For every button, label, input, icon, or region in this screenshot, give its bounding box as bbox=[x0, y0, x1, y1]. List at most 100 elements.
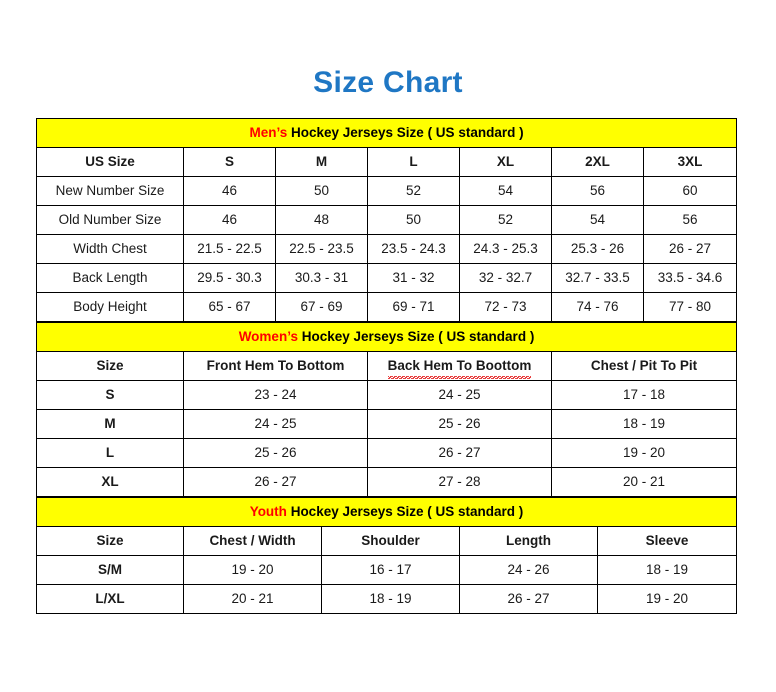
row-label: L bbox=[36, 438, 184, 468]
page-title: Size Chart bbox=[313, 66, 463, 99]
table-cell: 26 - 27 bbox=[459, 584, 598, 614]
table-cell: 60 bbox=[642, 176, 738, 206]
mens-column-header-row: US Size S M L XL 2XL 3XL bbox=[36, 147, 738, 177]
row-label: Old Number Size bbox=[36, 205, 184, 235]
table-cell: 26 - 27 bbox=[642, 234, 738, 264]
table-cell: 19 - 20 bbox=[597, 584, 737, 614]
table-cell: 18 - 19 bbox=[551, 409, 737, 439]
row-label: Body Height bbox=[36, 292, 184, 322]
table-cell: 25.3 - 26 bbox=[551, 234, 644, 264]
table-cell: 26 - 27 bbox=[367, 438, 552, 468]
table-cell: 20 - 21 bbox=[183, 584, 322, 614]
row-label: L/XL bbox=[36, 584, 184, 614]
table-cell: 24 - 25 bbox=[367, 380, 552, 410]
table-cell: 56 bbox=[551, 176, 644, 206]
table-row: S 23 - 24 24 - 25 17 - 18 bbox=[36, 380, 737, 410]
womens-column-header-row: Size Front Hem To Bottom Back Hem To Boo… bbox=[36, 351, 737, 381]
table-cell: 32.7 - 33.5 bbox=[551, 263, 644, 293]
size-chart-tables: Men’s Hockey Jerseys Size ( US standard … bbox=[35, 118, 738, 614]
table-cell: 20 - 21 bbox=[551, 467, 737, 497]
row-label: XL bbox=[36, 467, 184, 497]
womens-col-header: Chest / Pit To Pit bbox=[551, 351, 737, 381]
table-cell: 50 bbox=[367, 205, 460, 235]
womens-col-header-misspelled: Back Hem To Boottom bbox=[367, 351, 552, 381]
table-cell: 23.5 - 24.3 bbox=[367, 234, 460, 264]
spellcheck-underline: Back Hem To Boottom bbox=[387, 352, 531, 380]
table-cell: 25 - 26 bbox=[367, 409, 552, 439]
table-cell: 17 - 18 bbox=[551, 380, 737, 410]
table-cell: 30.3 - 31 bbox=[275, 263, 368, 293]
youth-banner-row: Youth Hockey Jerseys Size ( US standard … bbox=[36, 497, 737, 527]
womens-col-header: Size bbox=[36, 351, 184, 381]
row-label: Width Chest bbox=[36, 234, 184, 264]
youth-col-header: Chest / Width bbox=[183, 526, 322, 556]
table-cell: 52 bbox=[459, 205, 552, 235]
youth-size-table: Youth Hockey Jerseys Size ( US standard … bbox=[36, 497, 737, 614]
table-row: L 25 - 26 26 - 27 19 - 20 bbox=[36, 438, 737, 468]
row-label: M bbox=[36, 409, 184, 439]
womens-section-banner: Women’s Hockey Jerseys Size ( US standar… bbox=[36, 322, 737, 352]
table-cell: 24.3 - 25.3 bbox=[459, 234, 552, 264]
table-cell: 54 bbox=[551, 205, 644, 235]
table-cell: 27 - 28 bbox=[367, 467, 552, 497]
youth-banner-accent: Youth bbox=[249, 504, 287, 519]
mens-banner-accent: Men’s bbox=[249, 125, 288, 140]
table-cell: 69 - 71 bbox=[367, 292, 460, 322]
table-cell: 74 - 76 bbox=[551, 292, 644, 322]
row-label: S bbox=[36, 380, 184, 410]
mens-col-header: L bbox=[367, 147, 460, 177]
row-label: Back Length bbox=[36, 263, 184, 293]
youth-col-header: Length bbox=[459, 526, 598, 556]
womens-col-header: Front Hem To Bottom bbox=[183, 351, 368, 381]
table-cell: 18 - 19 bbox=[597, 555, 737, 585]
table-cell: 25 - 26 bbox=[183, 438, 368, 468]
table-cell: 46 bbox=[183, 205, 276, 235]
table-cell: 24 - 25 bbox=[183, 409, 368, 439]
table-cell: 54 bbox=[459, 176, 552, 206]
table-row: Body Height 65 - 67 67 - 69 69 - 71 72 -… bbox=[36, 292, 738, 322]
row-label: New Number Size bbox=[36, 176, 184, 206]
table-cell: 29.5 - 30.3 bbox=[183, 263, 276, 293]
youth-col-header: Shoulder bbox=[321, 526, 460, 556]
table-cell: 50 bbox=[275, 176, 368, 206]
table-row: New Number Size 46 50 52 54 56 60 bbox=[36, 176, 738, 206]
mens-col-header: XL bbox=[459, 147, 552, 177]
table-row: L/XL 20 - 21 18 - 19 26 - 27 19 - 20 bbox=[36, 584, 737, 614]
table-cell: 72 - 73 bbox=[459, 292, 552, 322]
youth-column-header-row: Size Chest / Width Shoulder Length Sleev… bbox=[36, 526, 737, 556]
table-cell: 18 - 19 bbox=[321, 584, 460, 614]
youth-section-banner: Youth Hockey Jerseys Size ( US standard … bbox=[36, 497, 737, 527]
youth-col-header: Sleeve bbox=[597, 526, 737, 556]
mens-size-table: Men’s Hockey Jerseys Size ( US standard … bbox=[35, 118, 738, 322]
table-cell: 32 - 32.7 bbox=[459, 263, 552, 293]
table-row: S/M 19 - 20 16 - 17 24 - 26 18 - 19 bbox=[36, 555, 737, 585]
table-cell: 19 - 20 bbox=[551, 438, 737, 468]
mens-col-header: M bbox=[275, 147, 368, 177]
mens-col-header: US Size bbox=[36, 147, 184, 177]
table-cell: 21.5 - 22.5 bbox=[183, 234, 276, 264]
table-cell: 24 - 26 bbox=[459, 555, 598, 585]
womens-banner-rest: Hockey Jerseys Size ( US standard ) bbox=[297, 329, 535, 344]
table-cell: 52 bbox=[367, 176, 460, 206]
table-cell: 22.5 - 23.5 bbox=[275, 234, 368, 264]
womens-size-table: Women’s Hockey Jerseys Size ( US standar… bbox=[36, 322, 737, 497]
table-cell: 46 bbox=[183, 176, 276, 206]
table-cell: 48 bbox=[275, 205, 368, 235]
table-cell: 56 bbox=[642, 205, 738, 235]
table-row: M 24 - 25 25 - 26 18 - 19 bbox=[36, 409, 737, 439]
table-cell: 33.5 - 34.6 bbox=[642, 263, 738, 293]
mens-col-header: 2XL bbox=[551, 147, 644, 177]
youth-col-header: Size bbox=[36, 526, 184, 556]
table-cell: 65 - 67 bbox=[183, 292, 276, 322]
table-cell: 26 - 27 bbox=[183, 467, 368, 497]
mens-banner-rest: Hockey Jerseys Size ( US standard ) bbox=[287, 125, 524, 140]
table-cell: 31 - 32 bbox=[367, 263, 460, 293]
table-cell: 23 - 24 bbox=[183, 380, 368, 410]
row-label: S/M bbox=[36, 555, 184, 585]
table-cell: 16 - 17 bbox=[321, 555, 460, 585]
table-row: Back Length 29.5 - 30.3 30.3 - 31 31 - 3… bbox=[36, 263, 738, 293]
table-cell: 67 - 69 bbox=[275, 292, 368, 322]
table-row: XL 26 - 27 27 - 28 20 - 21 bbox=[36, 467, 737, 497]
table-row: Old Number Size 46 48 50 52 54 56 bbox=[36, 205, 738, 235]
